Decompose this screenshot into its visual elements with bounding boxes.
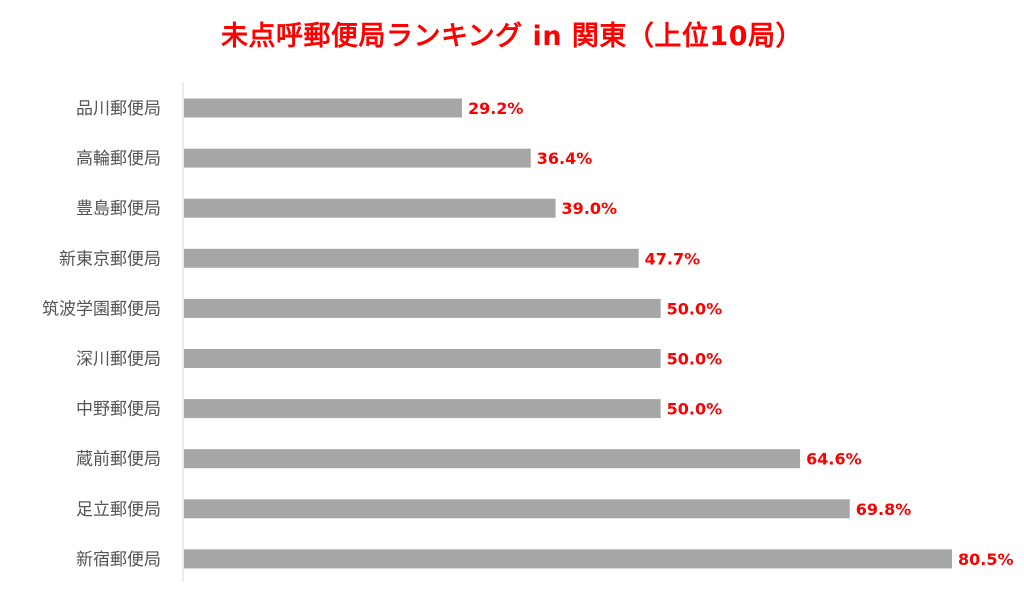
value-label: 50.0% bbox=[667, 350, 723, 369]
bar bbox=[184, 549, 952, 569]
bar bbox=[184, 148, 531, 168]
category-label: 中野郵便局 bbox=[76, 400, 161, 420]
category-label: 新宿郵便局 bbox=[76, 550, 161, 570]
value-label: 29.2% bbox=[468, 99, 524, 118]
bar bbox=[184, 248, 639, 268]
category-label: 新東京郵便局 bbox=[59, 249, 161, 269]
value-label: 36.4% bbox=[537, 149, 593, 168]
bar bbox=[184, 449, 801, 469]
category-label: 蔵前郵便局 bbox=[76, 450, 161, 470]
bar bbox=[184, 98, 462, 118]
category-label: 品川郵便局 bbox=[76, 99, 161, 119]
chart-title: 未点呼郵便局ランキング in 関東（上位10局） bbox=[220, 21, 804, 52]
value-label: 50.0% bbox=[667, 299, 723, 318]
category-label: 筑波学園郵便局 bbox=[42, 299, 161, 319]
value-label: 47.7% bbox=[645, 249, 701, 268]
bar bbox=[184, 198, 556, 218]
bar bbox=[184, 399, 661, 419]
category-label: 足立郵便局 bbox=[76, 500, 161, 520]
category-label: 深川郵便局 bbox=[76, 350, 161, 370]
bar bbox=[184, 349, 661, 368]
category-label: 豊島郵便局 bbox=[76, 199, 161, 219]
category-label: 高輪郵便局 bbox=[76, 149, 161, 169]
value-label: 50.0% bbox=[667, 400, 723, 419]
value-label: 69.8% bbox=[856, 500, 912, 519]
value-label: 80.5% bbox=[958, 550, 1014, 569]
value-label: 64.6% bbox=[806, 450, 862, 469]
bar bbox=[184, 499, 850, 519]
value-label: 39.0% bbox=[562, 199, 618, 218]
bar bbox=[184, 298, 661, 318]
